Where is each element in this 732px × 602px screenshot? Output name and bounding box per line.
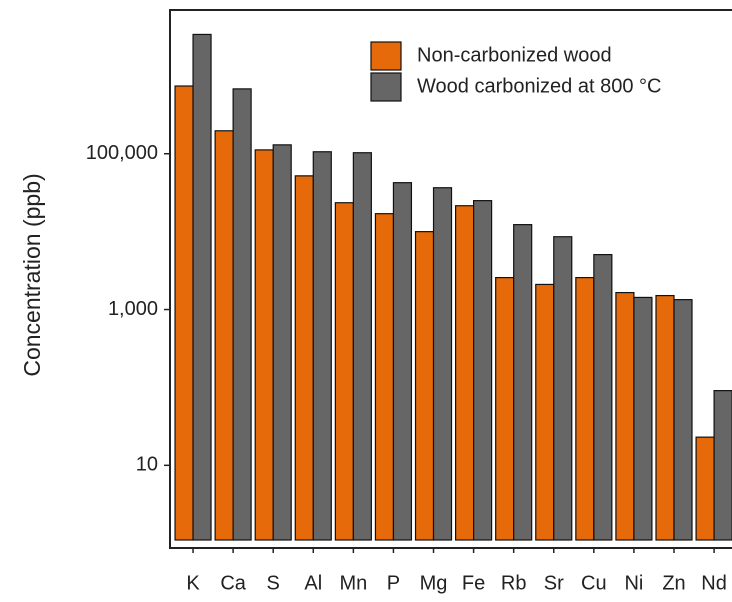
bar <box>593 254 613 541</box>
bar <box>455 205 475 541</box>
bar <box>655 294 675 541</box>
y-tick-label: 10 <box>136 454 158 476</box>
bar <box>432 187 453 541</box>
bar <box>174 85 194 541</box>
x-tick-label: Fe <box>462 572 485 594</box>
bar <box>334 202 354 541</box>
x-tick-label: Mg <box>420 572 448 594</box>
bar <box>553 236 573 541</box>
bar <box>414 231 435 541</box>
legend-label: Non-carbonized wood <box>417 44 612 66</box>
plot-panel <box>169 9 732 549</box>
bar <box>673 299 693 541</box>
x-tick-label: S <box>267 572 280 594</box>
x-tick-label: Mn <box>339 572 367 594</box>
bar <box>495 276 515 541</box>
x-tick-label: Nd <box>701 572 727 594</box>
x-tick-label: K <box>186 572 200 594</box>
bar <box>312 151 332 541</box>
x-tick-label: Zn <box>662 572 685 594</box>
bar <box>272 144 292 541</box>
bar <box>633 296 653 541</box>
bar <box>254 149 274 541</box>
bar <box>232 88 252 541</box>
bar <box>695 436 715 541</box>
bar <box>192 33 212 541</box>
legend-swatch <box>370 72 402 102</box>
bar <box>575 276 595 541</box>
x-tick-label: Rb <box>501 572 527 594</box>
legend-label: Wood carbonized at 800 °C <box>417 75 661 97</box>
y-tick-label: 100,000 <box>86 142 158 164</box>
bar <box>352 152 372 541</box>
bar <box>392 182 413 541</box>
bar <box>473 200 493 541</box>
bar <box>535 283 555 541</box>
x-tick-label: P <box>387 572 400 594</box>
x-tick-label: Al <box>304 572 322 594</box>
x-tick-label: Ni <box>624 572 643 594</box>
x-tick-label: Cu <box>581 572 607 594</box>
bar <box>294 175 314 541</box>
legend-swatch <box>370 41 402 71</box>
bar <box>374 213 395 541</box>
bar <box>615 291 635 541</box>
x-tick-label: Ca <box>220 572 246 594</box>
bar <box>513 224 533 541</box>
bar <box>214 130 234 541</box>
y-axis-title: Concentration (ppb) <box>19 173 45 376</box>
bar <box>713 390 732 541</box>
x-tick-label: Sr <box>544 572 564 594</box>
y-tick-label: 1,000 <box>108 298 158 320</box>
